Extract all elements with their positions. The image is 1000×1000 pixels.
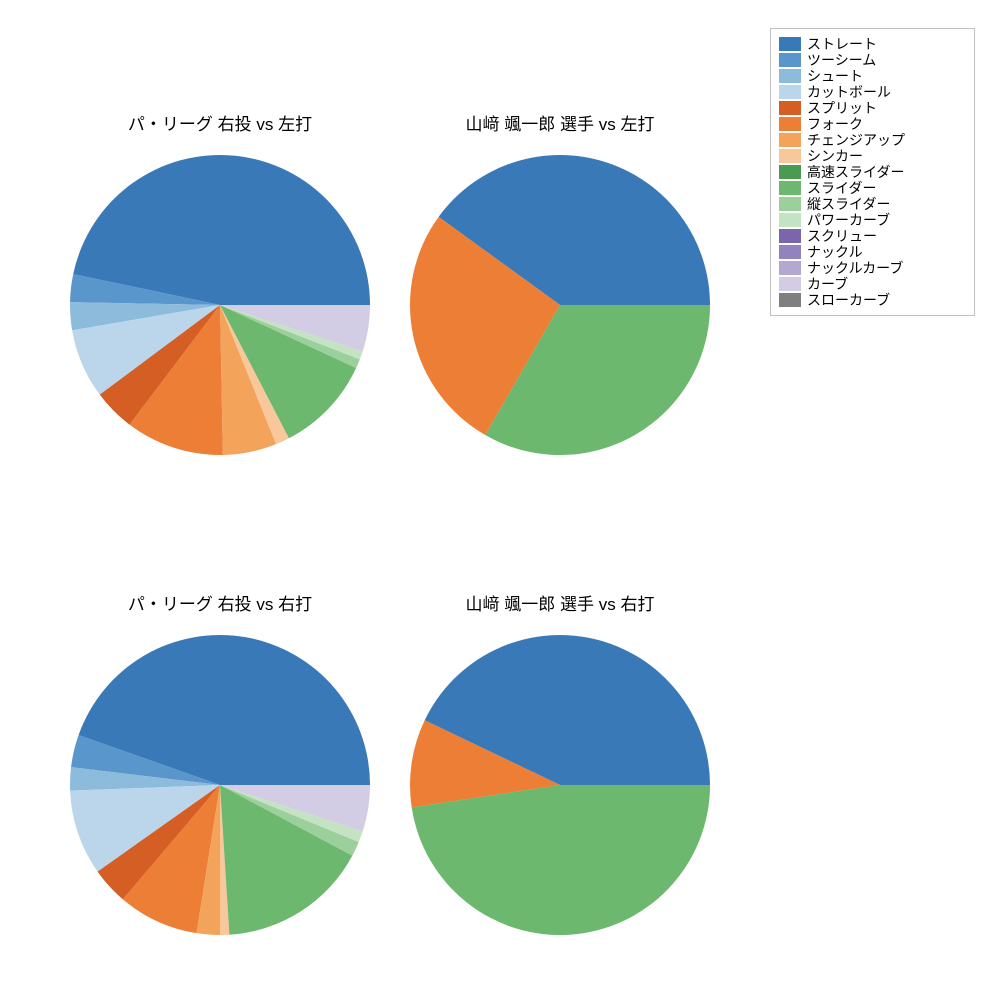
legend-label: スライダー: [807, 181, 876, 195]
legend-item: パワーカーブ: [779, 213, 966, 227]
legend-label: スプリット: [807, 101, 877, 115]
pie-slice: [73, 155, 370, 305]
legend-label: ナックルカーブ: [807, 261, 903, 275]
legend-item: スローカーブ: [779, 293, 966, 307]
legend-item: ナックルカーブ: [779, 261, 966, 275]
legend-item: スクリュー: [779, 229, 966, 243]
legend-label: ナックル: [807, 245, 863, 259]
chart-title: 山﨑 颯一郎 選手 vs 左打: [410, 110, 710, 135]
legend-swatch: [779, 53, 801, 67]
legend-item: カットボール: [779, 85, 966, 99]
legend-swatch: [779, 37, 801, 51]
legend-label: 縦スライダー: [807, 197, 890, 211]
pie-slice: [412, 785, 710, 935]
legend-swatch: [779, 277, 801, 291]
legend-label: フォーク: [807, 117, 863, 131]
chart-title: パ・リーグ 右投 vs 右打: [70, 590, 370, 615]
legend-swatch: [779, 293, 801, 307]
legend-label: ツーシーム: [807, 53, 876, 67]
pie-chart: [408, 633, 712, 937]
legend-item: シンカー: [779, 149, 966, 163]
legend-swatch: [779, 197, 801, 211]
pie-chart: [408, 153, 712, 457]
legend-swatch: [779, 229, 801, 243]
pie-chart: [68, 633, 372, 937]
legend-item: シュート: [779, 69, 966, 83]
legend: ストレートツーシームシュートカットボールスプリットフォークチェンジアップシンカー…: [770, 28, 975, 316]
legend-swatch: [779, 245, 801, 259]
legend-item: スプリット: [779, 101, 966, 115]
legend-label: シュート: [807, 69, 863, 83]
legend-swatch: [779, 85, 801, 99]
chart-title: パ・リーグ 右投 vs 左打: [70, 110, 370, 135]
legend-item: スライダー: [779, 181, 966, 195]
legend-label: パワーカーブ: [807, 213, 890, 227]
legend-item: カーブ: [779, 277, 966, 291]
legend-swatch: [779, 101, 801, 115]
legend-label: 高速スライダー: [807, 165, 904, 179]
legend-swatch: [779, 213, 801, 227]
legend-label: ストレート: [807, 37, 877, 51]
legend-swatch: [779, 117, 801, 131]
legend-item: ツーシーム: [779, 53, 966, 67]
legend-item: チェンジアップ: [779, 133, 966, 147]
legend-label: チェンジアップ: [807, 133, 905, 147]
legend-label: スクリュー: [807, 229, 877, 243]
legend-swatch: [779, 261, 801, 275]
legend-item: ナックル: [779, 245, 966, 259]
legend-label: スローカーブ: [807, 293, 890, 307]
legend-swatch: [779, 165, 801, 179]
legend-label: カットボール: [807, 85, 891, 99]
legend-swatch: [779, 69, 801, 83]
legend-label: シンカー: [807, 149, 863, 163]
legend-label: カーブ: [807, 277, 848, 291]
legend-swatch: [779, 181, 801, 195]
legend-item: 縦スライダー: [779, 197, 966, 211]
legend-item: 高速スライダー: [779, 165, 966, 179]
legend-swatch: [779, 149, 801, 163]
chart-title: 山﨑 颯一郎 選手 vs 右打: [410, 590, 710, 615]
legend-item: フォーク: [779, 117, 966, 131]
legend-item: ストレート: [779, 37, 966, 51]
legend-swatch: [779, 133, 801, 147]
pie-chart: [68, 153, 372, 457]
